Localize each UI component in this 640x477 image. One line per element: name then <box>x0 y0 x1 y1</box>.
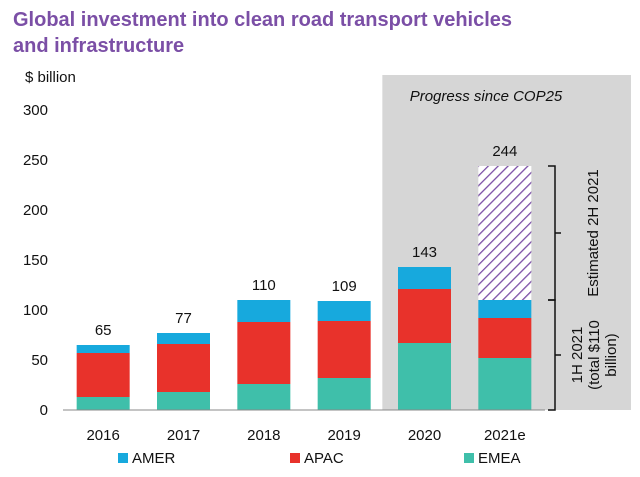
x-tick-label: 2016 <box>86 427 119 444</box>
y-tick-label: 200 <box>23 202 48 219</box>
x-tick-label: 2020 <box>408 427 441 444</box>
legend-swatch <box>464 453 474 463</box>
y-tick-label: 300 <box>23 102 48 119</box>
bar-segment-amer-2018 <box>237 300 291 322</box>
bar-segment-emea-2018 <box>237 384 291 410</box>
x-tick-label: 2019 <box>327 427 360 444</box>
x-tick-label: 2017 <box>167 427 200 444</box>
y-axis-label: $ billion <box>25 69 76 86</box>
data-label-total: 143 <box>412 244 437 261</box>
bar-segment-emea-2019 <box>317 378 371 410</box>
y-tick-label: 50 <box>31 352 48 369</box>
data-label-total: 109 <box>332 278 357 295</box>
bar-segment-emea-2016 <box>76 397 130 410</box>
data-label-total: 65 <box>95 322 112 339</box>
x-tick-label: 2018 <box>247 427 280 444</box>
bar-segment-apac-2020 <box>398 289 451 343</box>
annotation-bracket <box>548 299 561 411</box>
annotation-text: (total $110 <box>586 320 603 390</box>
data-label-total: 110 <box>252 277 276 294</box>
data-label-total: 244 <box>492 143 517 160</box>
legend-swatch <box>118 453 128 463</box>
annotation-text: Estimated 2H 2021 <box>585 169 602 297</box>
annotation-text: billion) <box>603 333 620 376</box>
highlight-label: Progress since COP25 <box>410 88 563 105</box>
legend-label: EMEA <box>478 450 521 467</box>
bar-segment-apac-2021e <box>478 318 532 358</box>
legend-label: APAC <box>304 450 344 467</box>
y-tick-label: 150 <box>23 252 48 269</box>
bar-segment-amer-2016 <box>76 345 130 353</box>
annotation-text: 1H 2021 <box>569 327 586 384</box>
bar-segment-emea-2017 <box>157 392 210 410</box>
bar-segment-estimated-2h-2021-2021e <box>478 166 532 300</box>
bar-segment-apac-2017 <box>157 344 210 392</box>
chart-title-line: and infrastructure <box>13 35 184 57</box>
legend-swatch <box>290 453 300 463</box>
bar-segment-amer-2017 <box>157 333 210 344</box>
y-tick-label: 100 <box>23 302 48 319</box>
bar-segment-emea-2021e <box>478 358 532 410</box>
bar-segment-amer-2021e <box>478 300 532 318</box>
data-label-total: 77 <box>175 310 192 327</box>
y-tick-label: 250 <box>23 152 48 169</box>
x-tick-label: 2021e <box>484 427 526 444</box>
chart-title-line: Global investment into clean road transp… <box>13 9 512 31</box>
y-tick-label: 0 <box>40 402 48 419</box>
bar-segment-amer-2019 <box>317 301 371 321</box>
bar-segment-apac-2016 <box>76 353 130 397</box>
legend-label: AMER <box>132 450 176 467</box>
bar-segment-emea-2020 <box>398 343 451 410</box>
bar-segment-amer-2020 <box>398 267 451 289</box>
bar-segment-apac-2019 <box>317 321 371 378</box>
bar-segment-apac-2018 <box>237 322 291 384</box>
